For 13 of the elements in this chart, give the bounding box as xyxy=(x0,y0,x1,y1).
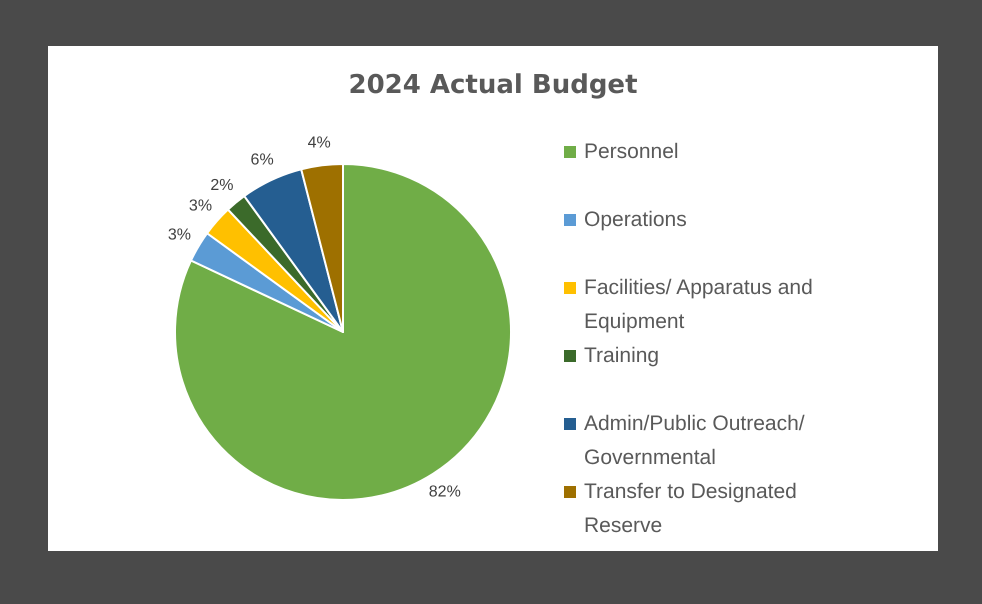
data-label: 2% xyxy=(210,176,234,194)
data-label: 4% xyxy=(308,134,331,152)
legend-label: Personnel xyxy=(584,140,679,163)
legend-label: Facilities/ Apparatus and Equipment xyxy=(584,276,813,333)
chart-title: 2024 Actual Budget xyxy=(348,70,638,100)
data-label: 3% xyxy=(168,226,192,244)
data-label: 6% xyxy=(250,151,274,168)
legend-label: Operations xyxy=(584,208,687,231)
legend-label: Training xyxy=(584,344,660,367)
data-label: 82% xyxy=(428,484,461,501)
legend-label: Transfer to Designated Reserve xyxy=(584,480,797,537)
legend-label: Admin/Public Outreach/Governmental xyxy=(584,412,805,469)
data-label: 3% xyxy=(188,198,212,215)
